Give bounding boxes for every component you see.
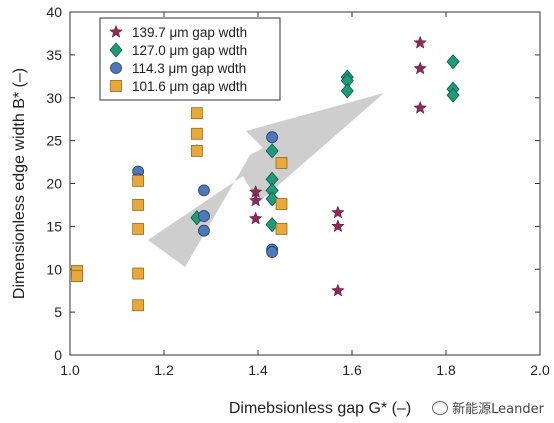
watermark: 新能源Leander [432, 398, 544, 417]
data-point-star [331, 219, 345, 233]
legend-marker-star [109, 24, 123, 38]
x-axis-label: Dimebsionless gap G* (–) [229, 400, 411, 417]
data-point-square [275, 223, 288, 235]
data-point-square [190, 127, 203, 140]
watermark-text: 新能源Leander [452, 402, 544, 417]
x-tick-label: 1.6 [342, 362, 362, 378]
data-point-star [331, 283, 345, 297]
data-point-circle [198, 224, 210, 237]
legend-label: 139.7 μm gap wdth [132, 25, 247, 40]
data-point-star [413, 35, 427, 49]
data-point-square [132, 267, 145, 280]
x-tick-label: 2.0 [530, 362, 550, 378]
data-point-diamond [446, 87, 460, 103]
trend-arrow [148, 93, 384, 267]
y-tick-label: 0 [54, 347, 62, 363]
data-point-circle [198, 210, 210, 222]
data-point-square [275, 198, 288, 210]
legend-label: 101.6 μm gap wdth [132, 79, 247, 94]
legend-label: 114.3 μm gap wdth [132, 61, 246, 76]
x-tick-label: 1.4 [248, 362, 268, 378]
data-point-square [190, 107, 203, 120]
legend-marker-circle [110, 62, 122, 74]
data-point-square [132, 199, 145, 211]
data-point-star [413, 100, 427, 114]
x-tick-label: 1.8 [436, 362, 456, 378]
data-point-diamond [446, 54, 460, 70]
legend-marker-square [110, 80, 122, 92]
x-tick-label: 1.0 [60, 362, 80, 378]
data-point-diamond [265, 217, 279, 233]
y-axis-label: Dimensionless edge width B* (–) [11, 68, 28, 299]
y-tick-label: 40 [46, 4, 62, 20]
data-point-circle [266, 131, 279, 144]
data-point-diamond [340, 83, 354, 99]
y-tick-label: 25 [46, 133, 62, 149]
wechat-icon [432, 400, 449, 415]
y-tick-label: 10 [46, 261, 62, 277]
data-point-star [331, 205, 345, 219]
y-tick-label: 5 [54, 304, 62, 320]
data-point-square [132, 299, 145, 312]
data-point-square [275, 157, 288, 169]
data-point-square [132, 223, 145, 235]
y-tick-label: 15 [46, 218, 62, 234]
x-tick-label: 1.2 [154, 362, 174, 378]
data-point-star [248, 193, 263, 207]
legend-marker-diamond [109, 42, 123, 58]
legend-label: 127.0 μm gap wdth [132, 43, 247, 58]
data-point-square [190, 145, 203, 157]
data-point-square [71, 270, 83, 283]
data-point-circle [198, 184, 210, 197]
y-tick-label: 30 [46, 90, 62, 106]
data-point-diamond [265, 143, 279, 159]
data-point-circle [266, 246, 279, 259]
data-point-star [413, 61, 427, 75]
data-point-diamond [265, 191, 279, 207]
data-point-square [132, 175, 145, 187]
data-point-star [248, 211, 263, 225]
legend-box [99, 17, 281, 101]
y-tick-label: 20 [46, 176, 62, 192]
y-tick-label: 35 [46, 47, 62, 63]
